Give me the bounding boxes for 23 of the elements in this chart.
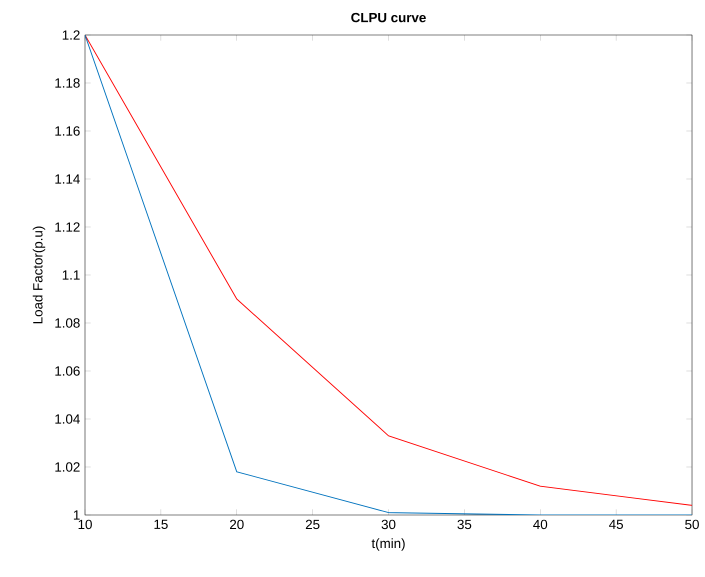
y-tick-label: 1.18 — [55, 78, 80, 88]
x-tick-label: 35 — [457, 520, 472, 530]
x-tick-label: 40 — [533, 520, 548, 530]
y-tick-label: 1.08 — [55, 318, 80, 328]
x-tick-label: 10 — [78, 520, 92, 530]
y-tick-label: 1.1 — [62, 270, 80, 280]
y-axis-title: Load Factor(p.u) — [32, 226, 46, 324]
y-tick-label: 1.02 — [55, 462, 80, 472]
x-tick-label: 45 — [609, 520, 623, 530]
y-tick-label: 1.12 — [55, 222, 80, 232]
x-tick-label: 30 — [382, 520, 396, 530]
y-tick-label: 1 — [74, 510, 80, 520]
x-tick-label: 50 — [685, 520, 699, 530]
y-tick-label: 1.06 — [55, 366, 80, 376]
y-tick-label: 1.04 — [55, 414, 80, 424]
x-tick-label: 15 — [154, 520, 168, 530]
x-tick-label: 25 — [306, 520, 320, 530]
chart-title: CLPU curve — [351, 12, 426, 22]
x-tick-label: 20 — [230, 520, 244, 530]
x-axis-title: t(min) — [372, 538, 405, 551]
y-tick-label: 1.2 — [62, 30, 80, 40]
y-tick-label: 1.16 — [55, 126, 80, 136]
y-tick-label: 1.14 — [55, 174, 80, 184]
